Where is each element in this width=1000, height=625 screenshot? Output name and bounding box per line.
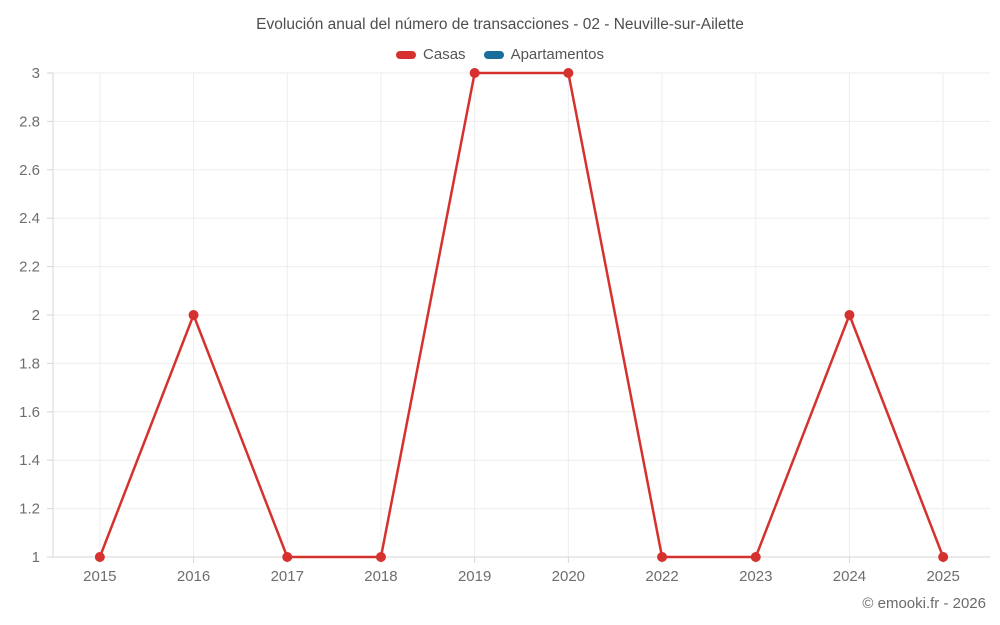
data-point-casas-2024[interactable]: [844, 310, 855, 320]
y-tick-label: 2.4: [19, 210, 40, 227]
chart-title: Evolución anual del número de transaccio…: [256, 16, 744, 33]
series-line-casas: [98, 71, 945, 559]
x-tick-label-2025: 2025: [926, 568, 959, 585]
legend-item-casas[interactable]: Casas: [396, 46, 466, 63]
legend-swatch-casas: [396, 50, 417, 59]
x-tick-label-2017: 2017: [271, 568, 304, 585]
x-tick-label-2019: 2019: [458, 568, 491, 585]
y-tick-label: 3: [32, 65, 40, 82]
legend-label: Apartamentos: [510, 46, 604, 63]
data-point-casas-2015[interactable]: [94, 552, 105, 562]
data-point-casas-2016[interactable]: [188, 310, 199, 320]
data-point-casas-2019[interactable]: [469, 68, 480, 78]
x-tick-label-2023: 2023: [739, 568, 772, 585]
x-tick-label-2016: 2016: [177, 568, 210, 585]
data-point-casas-2023[interactable]: [750, 552, 761, 562]
x-tick-label-2018: 2018: [364, 568, 397, 585]
copyright-footer: © emooki.fr - 2026: [862, 595, 986, 612]
data-point-casas-2018[interactable]: [375, 552, 386, 562]
x-tick-label-2024: 2024: [833, 568, 866, 585]
legend-swatch-apartamentos: [483, 50, 504, 59]
data-point-casas-2025[interactable]: [938, 552, 949, 562]
legend-label: Casas: [423, 46, 466, 63]
data-point-casas-2022[interactable]: [657, 552, 668, 562]
y-tick-label: 1.4: [19, 452, 40, 469]
y-tick-label: 2.8: [19, 113, 40, 130]
legend-item-apartamentos[interactable]: Apartamentos: [483, 46, 604, 63]
chart-legend: Casas Apartamentos: [0, 46, 1000, 63]
data-point-casas-2020[interactable]: [563, 68, 574, 78]
y-tick-label: 1.6: [19, 404, 40, 421]
x-tick-label-2020: 2020: [552, 568, 585, 585]
x-tick-label-2022: 2022: [645, 568, 678, 585]
data-point-casas-2017[interactable]: [282, 552, 293, 562]
y-tick-label: 2.2: [19, 259, 40, 276]
y-tick-label: 2.6: [19, 162, 40, 179]
x-tick-label-2015: 2015: [83, 568, 116, 585]
y-tick-label: 1.8: [19, 355, 40, 372]
y-tick-label: 1: [32, 549, 40, 566]
y-tick-label: 1.2: [19, 501, 40, 518]
y-tick-label: 2: [32, 307, 40, 324]
